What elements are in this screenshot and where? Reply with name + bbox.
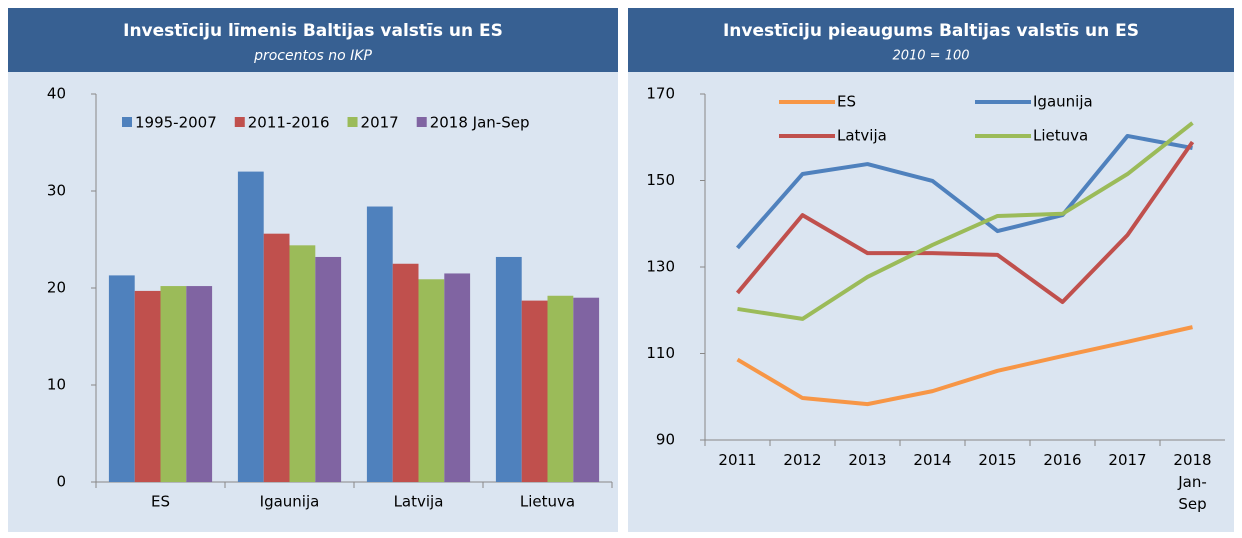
legend-swatch [234, 117, 245, 127]
y-tick-label: 10 [47, 376, 66, 394]
x-tick-label: Lietuva [520, 493, 575, 511]
x-tick-label: 2013 [848, 451, 887, 469]
panel-header [8, 8, 618, 72]
y-tick-label: 150 [646, 171, 675, 189]
bar [186, 286, 213, 482]
y-tick-label: 170 [646, 85, 675, 103]
x-tick-label: 2014 [913, 451, 952, 469]
bar [263, 233, 290, 482]
x-tick-label: Igaunija [260, 493, 320, 511]
panel-header [628, 8, 1234, 72]
x-tick-label: ES [151, 493, 170, 511]
chart-title: Investīciju pieaugums Baltijas valstīs u… [723, 21, 1139, 41]
x-tick-label: 2012 [783, 451, 822, 469]
bar [108, 275, 135, 482]
bar [392, 263, 419, 482]
bar [573, 297, 600, 482]
line [736, 325, 1193, 407]
legend-label: Lietuva [1033, 127, 1088, 145]
x-tick-label: 2011 [718, 451, 757, 469]
legend-swatch [416, 117, 427, 127]
y-tick-label: 110 [646, 344, 675, 362]
bar [134, 290, 161, 482]
legend-label: ES [837, 93, 856, 111]
legend-label: 1995-2007 [135, 114, 217, 132]
chart-subtitle: procentos no IKP [253, 48, 372, 64]
bar [289, 245, 316, 482]
legend-swatch [122, 117, 132, 127]
bar [160, 286, 187, 482]
bar [521, 300, 548, 482]
x-tick-label: 2017 [1108, 451, 1147, 469]
y-tick-label: 0 [56, 473, 66, 491]
legend-swatch [347, 117, 358, 127]
x-tick-label: 2016 [1043, 451, 1082, 469]
line [735, 133, 1193, 250]
bar [315, 256, 342, 482]
y-tick-label: 90 [656, 431, 675, 449]
bar [547, 295, 574, 482]
legend-label: 2011-2016 [248, 114, 330, 132]
x-tick-label: Latvija [394, 493, 444, 511]
bar [418, 279, 445, 482]
y-tick-label: 130 [646, 258, 675, 276]
x-tick-label: 2018 Jan-Sep [1173, 451, 1212, 513]
line [737, 121, 1194, 321]
y-tick-label: 20 [47, 279, 66, 297]
line [735, 140, 1195, 305]
legend-label: 2017 [361, 114, 399, 132]
legend-label: Igaunija [1033, 93, 1093, 111]
legend-label: 2018 Jan-Sep [430, 114, 530, 132]
y-tick-label: 40 [47, 85, 66, 103]
bar [495, 256, 522, 482]
x-tick-label: 2015 [978, 451, 1017, 469]
chart-title: Investīciju līmenis Baltijas valstīs un … [123, 21, 503, 41]
chart-subtitle: 2010 = 100 [892, 49, 969, 64]
bar [237, 171, 264, 482]
panel [628, 8, 1234, 532]
bar [366, 206, 393, 482]
bar [444, 273, 471, 482]
legend-label: Latvija [837, 127, 887, 145]
y-tick-label: 30 [47, 182, 66, 200]
